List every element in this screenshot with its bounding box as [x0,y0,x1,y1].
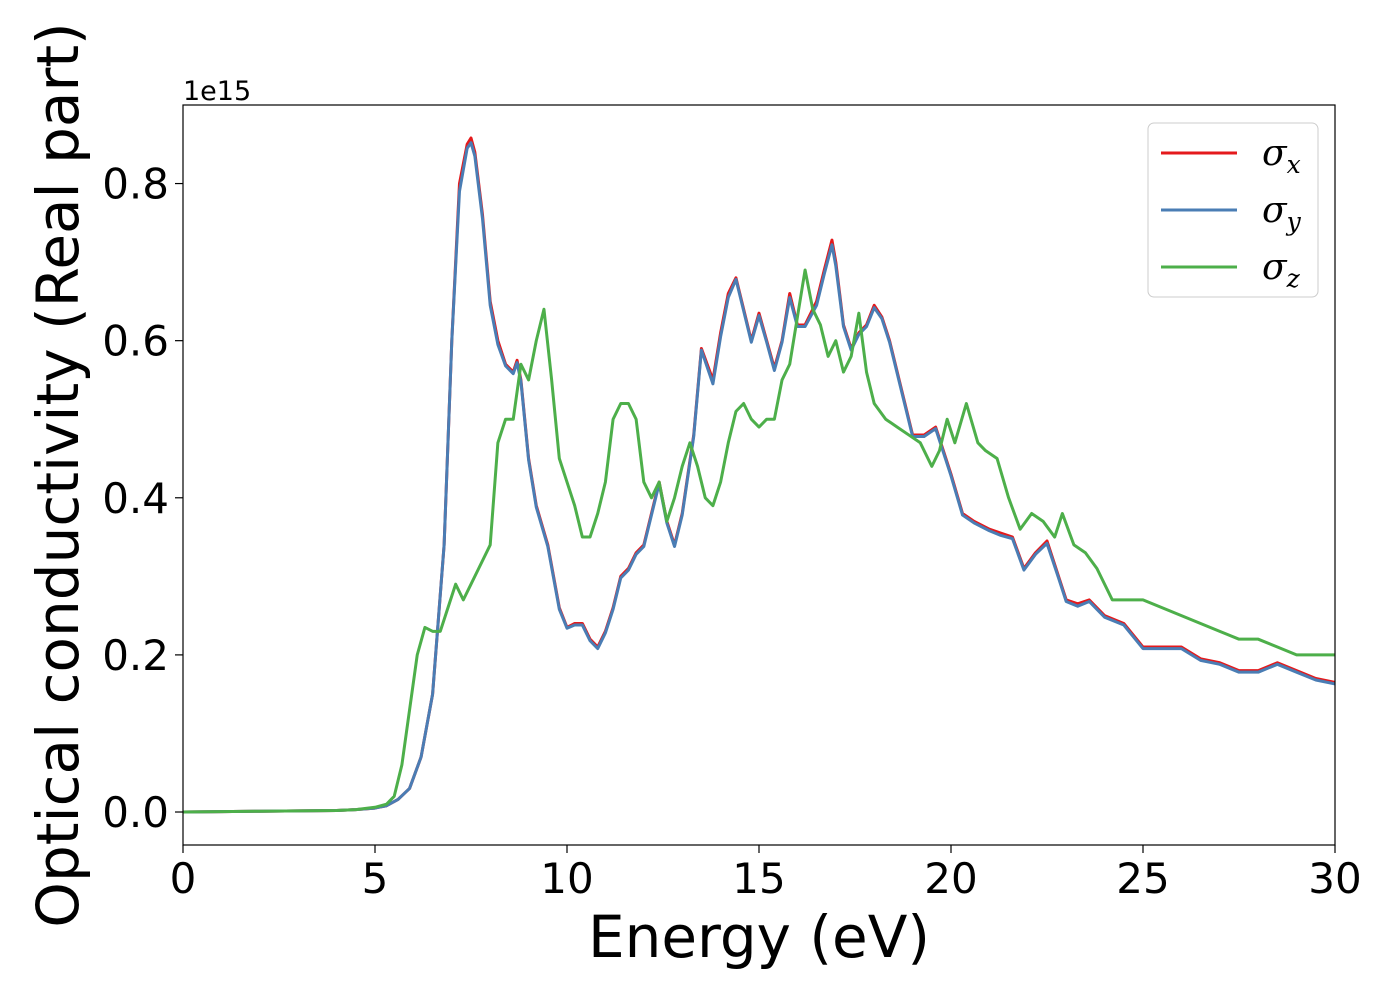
legend-label-y: σy [1262,190,1302,236]
x-tick-label: 0 [170,854,197,903]
x-tick-label: 10 [540,854,593,903]
x-tick-label: 15 [732,854,785,903]
y-axis-label: Optical conductivity (Real part) [24,22,92,927]
legend-label-z: σz [1262,247,1301,293]
legend-label-x: σx [1262,133,1301,179]
series-line-z [183,268,1335,814]
series-line-y [183,141,1335,814]
x-tick-label: 30 [1308,854,1361,903]
x-tick-label: 20 [924,854,977,903]
y-tick-label: 0.8 [102,160,169,209]
x-tick-label: 25 [1116,854,1169,903]
y-tick-label: 0.6 [102,317,169,366]
y-tick-label: 0.4 [102,474,169,523]
y-offset-text: 1e15 [183,76,251,107]
x-axis-label: Energy (eV) [588,903,930,971]
x-tick-label: 5 [362,854,389,903]
legend-items: σx σy σz [1161,133,1302,293]
y-tick-label: 0.2 [102,631,169,680]
series-layer [183,136,1335,814]
y-axis-ticks: 0.0 0.2 0.4 0.6 0.8 [102,160,183,837]
legend: σx σy σz [1147,122,1319,298]
y-tick-label: 0.0 [102,788,169,837]
x-axis-ticks: 0 5 10 15 20 25 30 [170,845,1362,903]
